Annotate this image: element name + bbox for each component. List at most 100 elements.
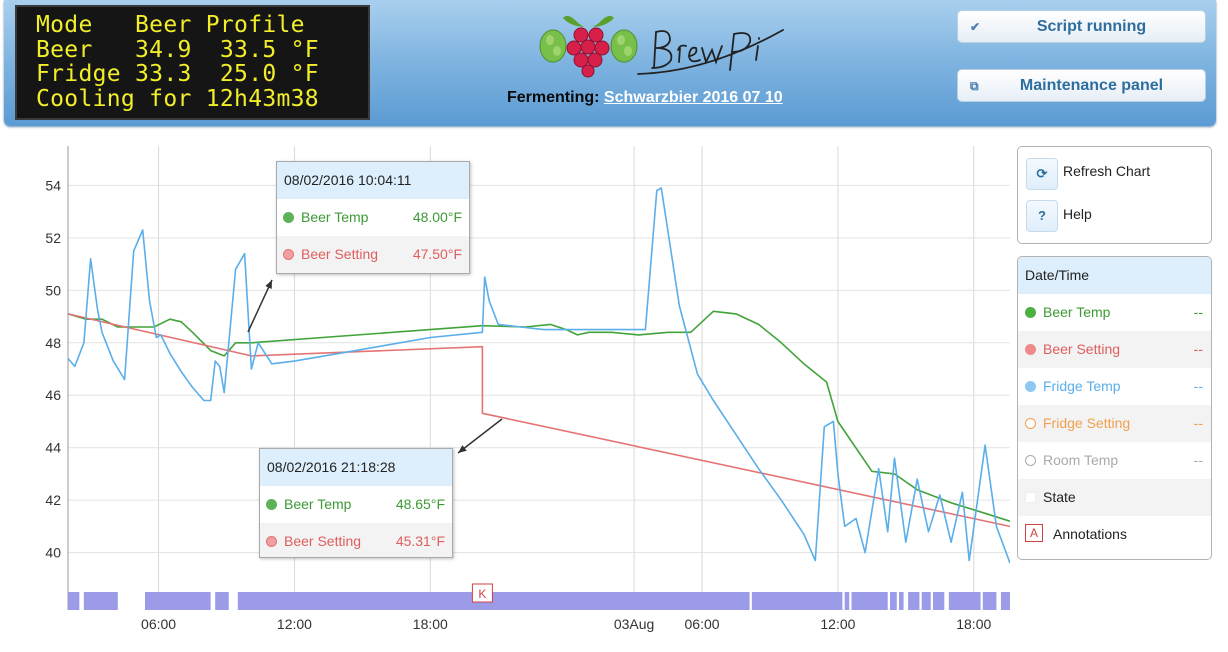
tooltip-2-row-beer-setting: Beer Setting 45.31°F — [260, 523, 452, 557]
tooltip-1-date: 08/02/2016 10:04:11 — [277, 162, 469, 199]
tooltip-1-row-beer-temp-label: Beer Temp — [301, 209, 369, 225]
tooltip-pointer-arrowhead — [458, 445, 467, 453]
refresh-chart-label[interactable]: Refresh Chart — [1063, 163, 1151, 179]
lcd-line-4: Cooling for 12h43m38 — [36, 85, 319, 112]
chart-controls-panel: ⟳ Refresh Chart ? Help — [1017, 146, 1212, 244]
temperature-chart[interactable]: 40 42 44 46 48 50 52 54 06:00 12:00 18:00 03Aug 06:0… — [0, 130, 1010, 640]
tooltip-1-row-beer-setting-label: Beer Setting — [301, 246, 379, 262]
header-bar: Mode Beer Profile Beer 34.9 33.5 °F Frid… — [4, 0, 1216, 126]
state-bar-gap — [228, 592, 238, 610]
x-tick-label: 03Aug — [614, 616, 654, 632]
legend-item-beer-temp-label: Beer Temp — [1043, 304, 1111, 320]
state-bar-gap — [930, 592, 934, 610]
y-tick-label: 48 — [45, 335, 61, 351]
state-bar-gap — [842, 592, 845, 610]
chart-tooltip-2: 08/02/2016 21:18:28 Beer Temp 48.65°F Be… — [259, 448, 453, 558]
annotation-marker-box — [471, 583, 493, 603]
beer-temp-dot — [283, 212, 294, 223]
series-line-beer-setting — [67, 313, 1010, 528]
beer-temp-dot — [1025, 307, 1036, 318]
legend-item-state-label: State — [1043, 489, 1076, 505]
refresh-chart-button[interactable]: ⟳ — [1026, 158, 1058, 190]
beer-setting-dot — [283, 249, 294, 260]
legend-item-room-temp-label: Room Temp — [1043, 452, 1119, 468]
plot-area — [68, 146, 1010, 610]
legend-item-annotations[interactable]: A Annotations — [1018, 516, 1211, 553]
legend-item-beer-setting-label: Beer Setting — [1043, 341, 1121, 357]
y-tick-label: 44 — [45, 440, 61, 456]
brewpi-logo — [539, 15, 784, 78]
help-label[interactable]: Help — [1063, 206, 1092, 222]
chart-tooltip-1: 08/02/2016 10:04:11 Beer Temp 48.00°F Be… — [276, 161, 470, 274]
x-tick-label: 06:00 — [141, 616, 176, 632]
state-bar-gap — [210, 592, 216, 610]
state-bar-gap — [896, 592, 900, 610]
y-tick-label: 42 — [45, 492, 61, 508]
series-line-beer-temp — [67, 310, 1010, 522]
fermenting-label: Fermenting: — [507, 89, 600, 106]
y-tick-label: 54 — [45, 177, 61, 193]
x-tick-label: 18:00 — [413, 616, 448, 632]
lcd-line-3: Fridge 33.3 25.0 °F — [36, 61, 319, 87]
beer-setting-dot — [266, 536, 277, 547]
y-tick-label: 46 — [45, 387, 61, 403]
chart-legend: Date/Time Beer Temp -- Beer Setting -- F… — [1017, 256, 1212, 560]
legend-item-fridge-setting[interactable]: Fridge Setting -- — [1018, 405, 1211, 442]
y-tick-label: 50 — [45, 282, 61, 298]
legend-item-beer-temp-value: -- — [1193, 304, 1203, 320]
tooltip-1-row-beer-setting: Beer Setting 47.50°F — [277, 236, 469, 273]
script-running-button[interactable]: ✔ Script running — [957, 10, 1206, 43]
tooltip-1-row-beer-temp: Beer Temp 48.00°F — [277, 199, 469, 236]
tooltip-2-date: 08/02/2016 21:18:28 — [260, 449, 452, 486]
state-bar-gap — [849, 592, 852, 610]
legend-item-room-temp[interactable]: Room Temp -- — [1018, 442, 1211, 479]
state-bar-gap — [79, 592, 84, 610]
x-tick-label: 06:00 — [685, 616, 720, 632]
legend-item-annotations-label: Annotations — [1053, 526, 1127, 542]
legend-item-state[interactable]: State — [1018, 479, 1211, 516]
annotation-marker-label: K — [478, 587, 486, 601]
state-bar-gap — [996, 592, 1001, 610]
state-bar-gap — [749, 592, 752, 610]
help-button[interactable]: ? — [1026, 200, 1058, 232]
lcd-line-2: Beer 34.9 33.5 °F — [36, 36, 319, 63]
x-tick-label: 12:00 — [277, 616, 312, 632]
tooltip-1-row-beer-temp-value: 48.00°F — [412, 209, 462, 225]
legend-header: Date/Time — [1018, 257, 1211, 294]
beer-temp-dot — [266, 499, 277, 510]
beer-profile-link[interactable]: Schwarzbier 2016 07 10 — [603, 89, 783, 106]
fermenting-info: Fermenting: Schwarzbier 2016 07 10 — [507, 89, 783, 107]
legend-item-fridge-temp-value: -- — [1193, 378, 1203, 394]
state-bar-gap — [980, 592, 983, 610]
tooltip-pointer-line — [457, 418, 503, 454]
tooltip-2-row-beer-temp: Beer Temp 48.65°F — [260, 486, 452, 523]
x-tick-label: 18:00 — [956, 616, 991, 632]
check-icon: ✔ — [970, 20, 981, 34]
legend-item-beer-temp[interactable]: Beer Temp -- — [1018, 294, 1211, 331]
state-bar-gap — [117, 592, 145, 610]
state-swatch — [1025, 492, 1036, 503]
y-tick-label: 40 — [45, 545, 61, 561]
tooltip-2-row-beer-setting-label: Beer Setting — [284, 533, 362, 549]
script-running-label: Script running — [1036, 18, 1147, 35]
legend-item-beer-setting[interactable]: Beer Setting -- — [1018, 331, 1211, 368]
tooltip-2-row-beer-temp-value: 48.65°F — [395, 496, 445, 512]
legend-item-fridge-temp-label: Fridge Temp — [1043, 378, 1121, 394]
tooltip-1-row-beer-setting-value: 47.50°F — [412, 246, 462, 262]
legend-item-beer-setting-value: -- — [1193, 341, 1203, 357]
beer-setting-dot — [1025, 344, 1036, 355]
state-bar-gap — [903, 592, 909, 610]
state-bar-gap — [919, 592, 922, 610]
state-bar-gap — [887, 592, 890, 610]
fridge-setting-dot — [1025, 418, 1036, 429]
state-bar-gap — [944, 592, 949, 610]
annotation-icon: A — [1025, 524, 1043, 542]
refresh-icon: ⟳ — [1036, 166, 1048, 181]
fridge-temp-dot — [1025, 381, 1036, 392]
window-icon: ⧉ — [970, 79, 979, 93]
maintenance-panel-button[interactable]: ⧉ Maintenance panel — [957, 69, 1206, 102]
tooltip-pointer-line — [247, 279, 273, 333]
x-tick-label: 12:00 — [820, 616, 855, 632]
legend-item-fridge-temp[interactable]: Fridge Temp -- — [1018, 368, 1211, 405]
maintenance-panel-label: Maintenance panel — [1019, 77, 1164, 94]
